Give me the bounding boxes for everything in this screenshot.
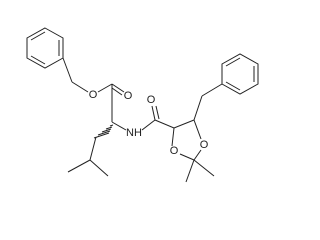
aromatic-bond: [30, 55, 46, 65]
phenyl-ring: [221, 53, 259, 95]
bond: [141, 119, 156, 131]
bond: [111, 87, 123, 96]
atom-label: O: [89, 89, 98, 101]
bond: [71, 81, 89, 93]
bond: [154, 119, 175, 129]
bond: [193, 159, 215, 177]
bond: [89, 159, 109, 177]
bond: [193, 149, 202, 161]
bond: [173, 119, 195, 129]
aromatic-bond: [225, 81, 241, 91]
bond: [201, 83, 223, 97]
bond: [97, 83, 113, 93]
atom-label: O: [170, 145, 179, 157]
atom-label: NH: [126, 127, 142, 139]
bond: [67, 159, 91, 173]
bond: [179, 153, 195, 161]
bond: [171, 127, 175, 147]
aromatic-bond: [30, 31, 46, 41]
hashed-bond: [93, 124, 114, 139]
bond: [111, 121, 127, 131]
atom-label: O: [147, 94, 156, 106]
structure-diagram: O O NH O O O: [26, 27, 259, 183]
aromatic-bond: [225, 57, 241, 67]
bond: [62, 57, 73, 83]
atom-label: O: [124, 90, 133, 102]
atom-label: O: [200, 139, 209, 151]
bond: [111, 83, 125, 93]
bond: [155, 105, 160, 120]
bond: [151, 105, 156, 121]
phenyl-ring: [26, 27, 64, 69]
bond: [185, 159, 195, 183]
bond: [89, 136, 97, 161]
bond: [193, 95, 203, 121]
bond: [193, 119, 202, 140]
